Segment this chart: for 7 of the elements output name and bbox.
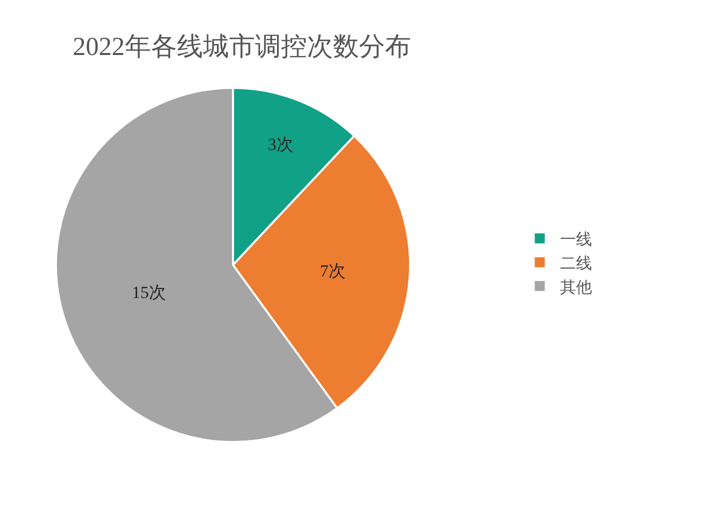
data-label: 3次 (268, 135, 294, 154)
data-label: 7次 (320, 262, 346, 281)
legend-label: 其他 (560, 278, 592, 296)
data-label: 15次 (132, 282, 166, 302)
legend-label: 一线 (560, 230, 592, 249)
legend-label: 二线 (560, 254, 592, 272)
chart-title: 2022年各线城市调控次数分布 (72, 32, 411, 61)
